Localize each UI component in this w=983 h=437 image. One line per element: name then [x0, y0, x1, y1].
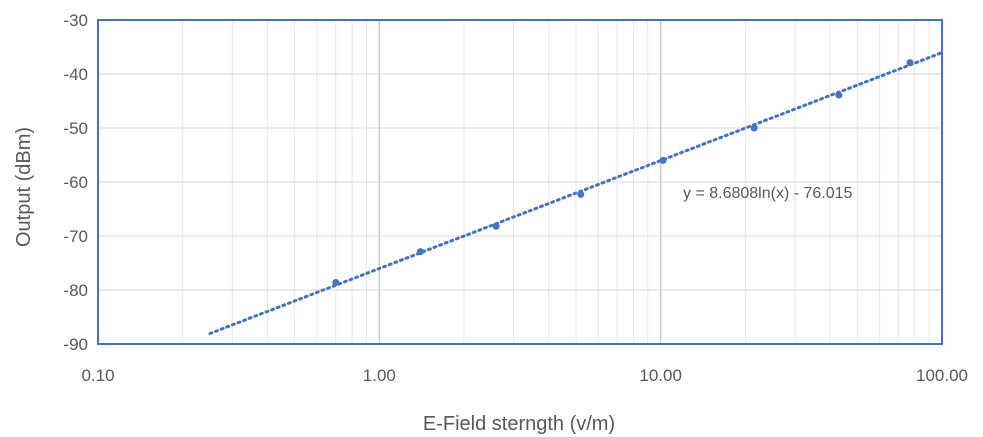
y-tick-label: -90: [63, 335, 88, 354]
y-tick-label: -70: [63, 227, 88, 246]
y-tick-labels: -30 -40 -50 -60 -70 -80 -90: [63, 11, 88, 354]
data-point: [492, 222, 500, 230]
data-point: [750, 124, 758, 132]
data-point: [659, 156, 667, 164]
x-axis-title: E-Field sterngth (v/m): [423, 413, 615, 435]
x-tick-label: 10.00: [639, 366, 682, 385]
y-tick-label: -30: [63, 11, 88, 30]
x-tick-labels: 0.10 1.00 10.00 100.00: [81, 366, 968, 385]
trendline: [208, 51, 944, 335]
y-axis-title: Output (dBm): [13, 127, 35, 247]
data-point: [835, 91, 843, 99]
y-tick-label: -60: [63, 173, 88, 192]
data-point: [577, 190, 585, 198]
data-points: [332, 59, 914, 286]
x-tick-label: 0.10: [81, 366, 114, 385]
data-point: [416, 248, 424, 256]
x-tick-label: 1.00: [363, 366, 396, 385]
y-tick-label: -80: [63, 281, 88, 300]
x-tick-label: 100.00: [916, 366, 968, 385]
grid-lines: [97, 19, 943, 345]
y-tick-label: -50: [63, 119, 88, 138]
data-point: [906, 59, 914, 67]
y-tick-label: -40: [63, 65, 88, 84]
trendline-equation: y = 8.6808ln(x) - 76.015: [683, 185, 853, 202]
data-point: [332, 278, 340, 286]
plot-area-border: [97, 19, 943, 345]
